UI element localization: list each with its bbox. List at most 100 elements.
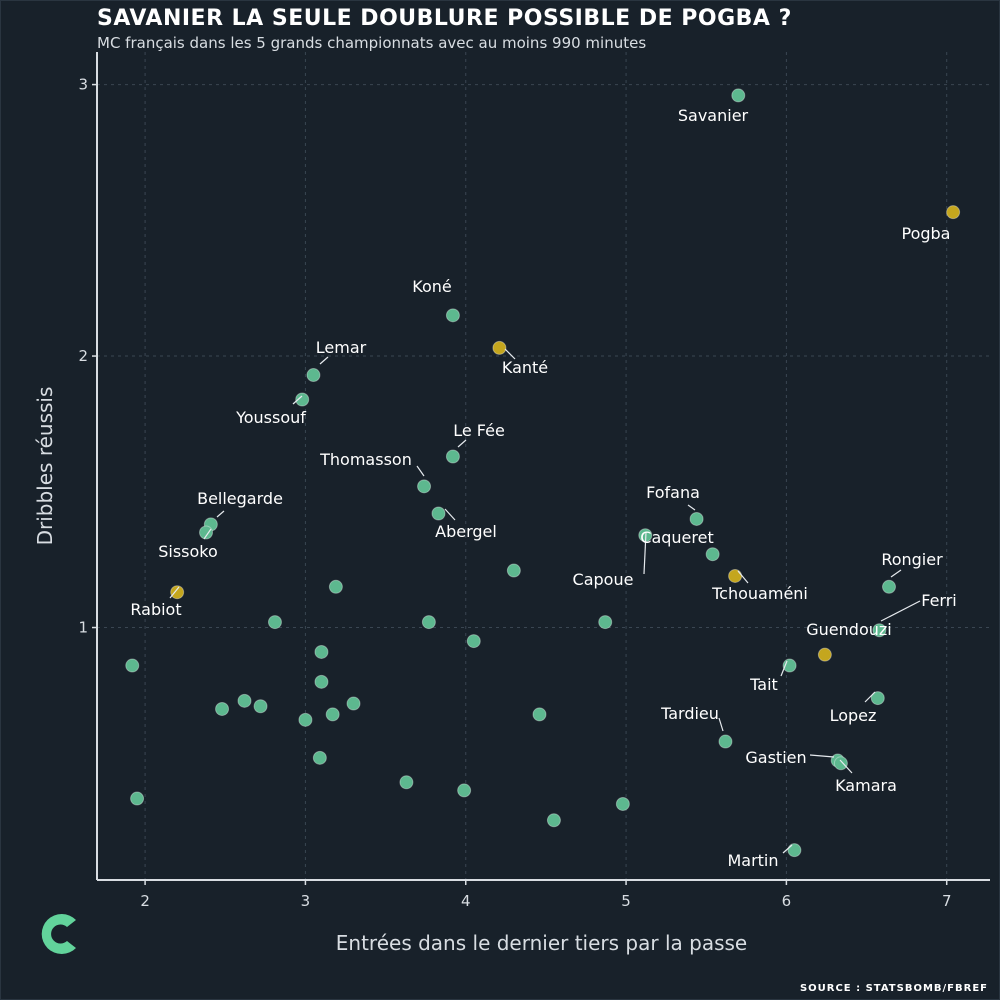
chart-title: SAVANIER LA SEULE DOUBLURE POSSIBLE DE P…	[97, 6, 792, 31]
leader-line	[169, 586, 180, 599]
point-unlabeled	[532, 707, 547, 722]
point-unlabeled	[346, 696, 361, 711]
point-label: Guendouzi	[806, 620, 891, 639]
y-axis-title: Dribbles réussis	[33, 387, 57, 546]
point-rongier	[881, 579, 896, 594]
point-label: Caqueret	[640, 528, 713, 547]
source-credit: SOURCE : STATSBOMB/FBREF	[799, 983, 988, 994]
point-label: Rongier	[881, 550, 943, 569]
point-unlabeled	[237, 693, 252, 708]
point-label: Thomasson	[319, 450, 412, 469]
point-tchouaméni	[728, 568, 743, 583]
point-lopez	[870, 691, 885, 706]
point-label: Savanier	[678, 106, 749, 125]
leader-line	[203, 528, 212, 540]
point-unlabeled	[399, 775, 414, 790]
point-guendouzi	[817, 647, 832, 662]
leader-line	[890, 569, 902, 578]
point-unlabeled	[466, 634, 481, 649]
point-unlabeled	[546, 813, 561, 828]
leader-line	[864, 691, 876, 703]
point-kamara	[833, 756, 848, 771]
x-tick-label: 5	[621, 892, 631, 910]
point-unlabeled	[312, 750, 327, 765]
point-unlabeled	[421, 615, 436, 630]
leader-line	[643, 531, 647, 575]
point-label: Kanté	[502, 358, 548, 377]
point-unlabeled	[598, 615, 613, 630]
point-lefée	[445, 449, 460, 464]
point-caqueret	[705, 547, 720, 562]
leader-line	[718, 717, 724, 732]
x-tick-label: 7	[942, 892, 952, 910]
leader-line	[292, 395, 303, 405]
point-unlabeled	[314, 644, 329, 659]
point-unlabeled	[314, 674, 329, 689]
point-label: Lopez	[830, 706, 877, 725]
leader-line	[504, 348, 516, 360]
point-label: Ferri	[921, 591, 957, 610]
x-axis-title: Entrées dans le dernier tiers par la pas…	[336, 931, 747, 955]
leader-line	[880, 600, 921, 622]
point-label: Le Fée	[453, 421, 505, 440]
point-kanté	[492, 340, 507, 355]
point-label: Gastien	[745, 748, 806, 767]
point-label: Fofana	[646, 483, 700, 502]
point-pogba	[946, 205, 961, 220]
point-koné	[445, 308, 460, 323]
point-thomasson	[417, 479, 432, 494]
leader-line	[809, 754, 835, 758]
point-label: Youssouf	[235, 408, 306, 427]
leader-line	[737, 570, 749, 584]
point-youssouf	[295, 392, 310, 407]
point-label: Tait	[749, 675, 778, 694]
point-unlabeled	[506, 563, 521, 578]
leader-line	[444, 508, 456, 521]
leader-line	[416, 465, 425, 477]
point-label: Rabiot	[130, 600, 181, 619]
x-tick-label: 6	[782, 892, 792, 910]
leader-line	[687, 504, 696, 511]
point-lemar	[306, 368, 321, 383]
point-unlabeled	[215, 701, 230, 716]
point-label: Bellegarde	[197, 489, 283, 508]
leader-line	[457, 439, 467, 448]
point-tardieu	[718, 734, 733, 749]
point-label: Pogba	[902, 224, 951, 243]
point-fofana	[689, 511, 704, 526]
point-unlabeled	[328, 579, 343, 594]
chart-subtitle: MC français dans les 5 grands championna…	[97, 34, 647, 52]
x-tick-label: 2	[140, 892, 150, 910]
y-tick-label: 1	[78, 619, 88, 637]
point-unlabeled	[125, 658, 140, 673]
point-unlabeled	[457, 783, 472, 798]
point-savanier	[731, 88, 746, 103]
y-tick-label: 2	[78, 347, 88, 365]
point-unlabeled	[615, 796, 630, 811]
leader-line	[216, 510, 225, 518]
point-label: Tardieu	[660, 704, 719, 723]
x-tick-label: 3	[301, 892, 311, 910]
y-tick-label: 3	[78, 76, 88, 94]
leader-line	[839, 759, 853, 774]
point-ferri	[872, 623, 887, 638]
point-label: Kamara	[835, 776, 897, 795]
point-label: Capoue	[573, 570, 634, 589]
point-martin	[787, 843, 802, 858]
point-unlabeled	[267, 615, 282, 630]
brand-c-icon	[41, 914, 76, 954]
point-unlabeled	[298, 712, 313, 727]
leader-line	[782, 844, 793, 854]
point-label: Sissoko	[158, 542, 218, 561]
point-label: Lemar	[316, 338, 367, 357]
point-label: Martin	[727, 851, 778, 870]
point-sissoko	[199, 525, 214, 540]
point-unlabeled	[325, 707, 340, 722]
point-unlabeled	[130, 791, 145, 806]
leader-line	[319, 356, 329, 365]
x-tick-label: 4	[461, 892, 471, 910]
point-unlabeled	[253, 699, 268, 714]
point-rabiot	[170, 585, 185, 600]
leader-line	[780, 660, 788, 677]
